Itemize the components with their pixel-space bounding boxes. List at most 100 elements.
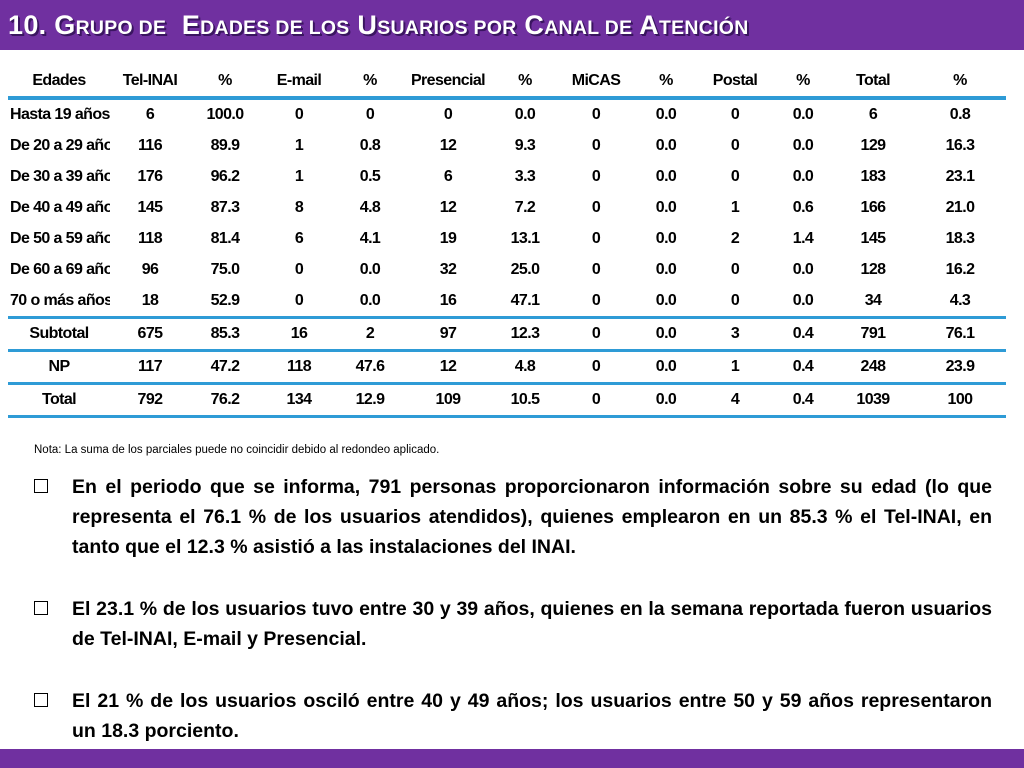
table-cell: 1 [696, 349, 774, 384]
row-label: NP [8, 349, 110, 384]
row-label: De 30 a 39 años [8, 161, 110, 193]
checkbox-square-icon [34, 601, 48, 615]
table-cell: 19 [402, 223, 494, 255]
table-cell: 23.9 [914, 349, 1006, 384]
table-cell: 47.1 [494, 285, 556, 318]
column-header: % [914, 66, 1006, 100]
row-label: De 60 a 69 años [8, 254, 110, 286]
table-cell: 12 [402, 130, 494, 162]
table-cell: 0.0 [774, 161, 832, 193]
table-cell: 0 [556, 254, 636, 286]
table-row: De 30 a 39 años 176 96.2 1 0.5 6 3.3 0 0.0 0 0.0 18… [8, 161, 1006, 193]
table-cell: 0 [556, 161, 636, 193]
table-cell: 0 [696, 130, 774, 162]
table-row: De 60 a 69 años 96 75.0 0 0.0 32 25.0 0 0.0 0 0.0 1… [8, 254, 1006, 286]
table-cell: 0.8 [338, 130, 402, 162]
checkbox-square-icon [34, 479, 48, 493]
bullet-text: En el periodo que se informa, 791 person… [72, 476, 992, 558]
table-cell: 0.0 [774, 285, 832, 318]
table-cell: 23.1 [914, 161, 1006, 193]
table-cell: 792 [110, 382, 190, 418]
row-label: De 20 a 29 años [8, 130, 110, 162]
title-word-atencion: ATENCIÓN [639, 10, 749, 40]
table-cell: 32 [402, 254, 494, 286]
table-cell: 0.5 [338, 161, 402, 193]
table-cell: 128 [832, 254, 914, 286]
table-row: Hasta 19 años 6 100.0 0 0 0 0.0 0 0.0 0 0.0 6 0.8 [8, 98, 1006, 131]
column-header: % [494, 66, 556, 100]
table-cell: 7.2 [494, 192, 556, 224]
footer-bar [0, 749, 1024, 768]
table-cell: 18 [110, 285, 190, 318]
table-cell: 0.0 [774, 130, 832, 162]
table-cell: 0.0 [636, 316, 696, 351]
table-cell: 89.9 [190, 130, 260, 162]
row-label: De 50 a 59 años [8, 223, 110, 255]
table-cell: 0.0 [636, 130, 696, 162]
column-header: E-mail [260, 66, 338, 100]
table-cell: 0 [260, 98, 338, 131]
table-cell: 0 [696, 254, 774, 286]
table-cell: 0.0 [338, 254, 402, 286]
title-number: 10. [8, 10, 47, 40]
table-cell: 12.3 [494, 316, 556, 351]
table-cell: 76.1 [914, 316, 1006, 351]
table-cell: 0 [556, 130, 636, 162]
summary-row: Total 792 76.2 134 12.9 109 10.5 0 0.0 4 0.4 1039 10… [8, 382, 1006, 418]
table-cell: 0.0 [338, 285, 402, 318]
table-cell: 0.0 [636, 382, 696, 418]
table-cell: 2 [696, 223, 774, 255]
table-cell: 6 [110, 98, 190, 131]
column-header: % [190, 66, 260, 100]
table-cell: 0.4 [774, 349, 832, 384]
title-word-usuarios: USUARIOS POR [357, 10, 517, 40]
table-cell: 129 [832, 130, 914, 162]
column-header: Presencial [402, 66, 494, 100]
table-cell: 0.0 [774, 98, 832, 131]
table-cell: 145 [110, 192, 190, 224]
table-cell: 96.2 [190, 161, 260, 193]
table-cell: 10.5 [494, 382, 556, 418]
column-header: % [636, 66, 696, 100]
table-cell: 16.3 [914, 130, 1006, 162]
table-cell: 0 [556, 223, 636, 255]
table-cell: 12.9 [338, 382, 402, 418]
table-cell: 52.9 [190, 285, 260, 318]
table-cell: 0.0 [636, 98, 696, 131]
column-header: Edades [8, 66, 110, 100]
column-header: Postal [696, 66, 774, 100]
table-cell: 0.0 [636, 285, 696, 318]
checkbox-square-icon [34, 693, 48, 707]
table-cell: 85.3 [190, 316, 260, 351]
table-cell: 0 [556, 285, 636, 318]
table-cell: 16 [260, 316, 338, 351]
table-cell: 4.3 [914, 285, 1006, 318]
table-cell: 117 [110, 349, 190, 384]
title-bar: 10. GRUPO DE EDADES DE LOS USUARIOS POR … [0, 0, 1024, 50]
column-header: % [774, 66, 832, 100]
table-row: 70 o más años 18 52.9 0 0.0 16 47.1 0 0.0 0 0.0 34 4… [8, 285, 1006, 318]
table-cell: 1 [696, 192, 774, 224]
bullet-text: El 21 % de los usuarios osciló entre 40 … [72, 690, 992, 742]
table-cell: 0 [260, 254, 338, 286]
table-cell: 81.4 [190, 223, 260, 255]
table-cell: 12 [402, 192, 494, 224]
table-cell: 0 [556, 316, 636, 351]
table-cell: 1039 [832, 382, 914, 418]
table-cell: 0.0 [636, 223, 696, 255]
age-channel-table: Edades Tel-INAI% E-mail% Presencial% MiCAS% P… [8, 66, 1006, 418]
table-cell: 4.8 [494, 349, 556, 384]
table-cell: 16.2 [914, 254, 1006, 286]
table-cell: 0.0 [636, 254, 696, 286]
table-cell: 0.4 [774, 316, 832, 351]
table-header-row: Edades Tel-INAI% E-mail% Presencial% MiCAS% P… [8, 66, 1006, 100]
table-cell: 0 [556, 349, 636, 384]
column-header: MiCAS [556, 66, 636, 100]
table-cell: 4.8 [338, 192, 402, 224]
table-cell: 0 [338, 98, 402, 131]
table-cell: 12 [402, 349, 494, 384]
table-cell: 0.0 [636, 161, 696, 193]
row-label: Subtotal [8, 316, 110, 351]
table-cell: 0 [556, 192, 636, 224]
table-cell: 0 [260, 285, 338, 318]
